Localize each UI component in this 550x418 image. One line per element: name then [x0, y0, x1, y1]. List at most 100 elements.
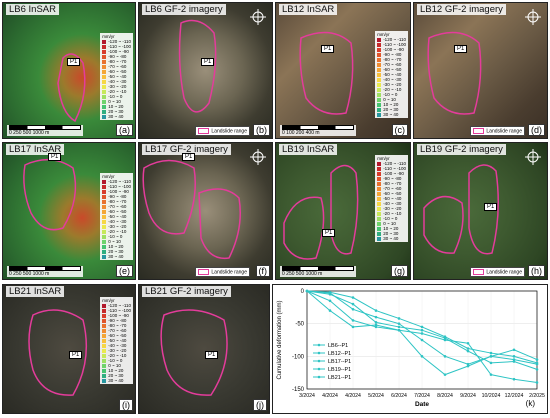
panel-title: LB12 GF-2 imagery: [417, 4, 506, 15]
legend-marker: [317, 375, 321, 379]
legend-swatch: [377, 72, 382, 77]
panel-f-lb17-gf2: LB17 GF-2 imagery P1 Landslide range (f): [138, 142, 273, 280]
legend-row: 20 ~ 30: [377, 107, 406, 112]
legend-text: -20 ~ -10: [108, 353, 127, 358]
legend-row: 30 ~ 40: [102, 254, 131, 259]
data-point: [443, 373, 447, 376]
legend-swatch: [377, 42, 382, 47]
legend-swatch: [102, 194, 107, 199]
legend-text: 10 ~ 20: [108, 104, 124, 109]
point-p1: P1: [205, 351, 219, 359]
y-tick-label: -50: [295, 322, 304, 328]
legend-swatch: [377, 82, 382, 87]
data-point: [443, 336, 447, 340]
legend-swatch: [377, 77, 382, 82]
legend-row: -70 ~ -60: [102, 204, 131, 209]
panel-k-deformation-chart: 0 -50 -100 -150 3/2024 4/2024 4/2024 5/2024 6/20…: [272, 284, 548, 414]
panel-title: LB19 InSAR: [279, 144, 338, 155]
landslide-outline: [160, 309, 228, 396]
legend-swatch: [102, 94, 107, 99]
legend-label: LB21--P1: [328, 375, 351, 381]
legend-swatch: [377, 92, 382, 97]
landslide-range-legend: Landslide range: [470, 266, 525, 277]
landslide-range-legend: Landslide range: [195, 125, 250, 136]
data-point: [374, 323, 378, 327]
legend-text: -100 ~ -90: [108, 313, 129, 318]
legend-text: -110 ~ -100: [383, 166, 406, 171]
y-tick-label: -100: [292, 354, 305, 360]
legend-row: -70 ~ -60: [377, 62, 406, 67]
legend-swatch: [102, 254, 107, 259]
legend-text: 10 ~ 20: [383, 102, 399, 107]
panel-label: (j): [253, 399, 267, 411]
legend-text: -60 ~ -50: [108, 333, 127, 338]
legend-swatch: [102, 49, 107, 54]
panel-title: LB12 InSAR: [279, 4, 338, 15]
legend-row: -30 ~ -20: [102, 348, 131, 353]
legend-swatch: [102, 184, 107, 189]
legend-text: -120 ~ -110: [108, 179, 131, 184]
panel-title: LB21 InSAR: [6, 286, 65, 297]
point-p1: P1: [322, 229, 336, 237]
legend-row: -60 ~ -50: [102, 333, 131, 338]
legend-text: -40 ~ -30: [108, 79, 127, 84]
legend-row: -20 ~ -10: [377, 87, 406, 92]
legend-row: -60 ~ -50: [102, 69, 131, 74]
legend-swatch: [102, 244, 107, 249]
legend-swatch: [377, 196, 382, 201]
legend-title: mm/yr: [102, 174, 115, 179]
legend-text: -60 ~ -50: [383, 67, 402, 72]
legend-label: LB6--P1: [328, 343, 348, 349]
data-point: [305, 289, 309, 293]
data-point: [466, 362, 470, 366]
legend-swatch: [102, 378, 107, 383]
panel-title: LB6 InSAR: [6, 4, 59, 15]
legend-row: -40 ~ -30: [102, 343, 131, 348]
legend-text: -10 ~ 0: [108, 94, 123, 99]
legend-swatch: [102, 318, 107, 323]
x-tick-label: 6/2024: [391, 393, 407, 399]
legend-text: 30 ~ 40: [108, 378, 124, 383]
legend-row: -120 ~ -110: [102, 179, 131, 184]
data-point: [512, 348, 516, 352]
data-point: [397, 322, 401, 325]
panel-e-lb17-insar: LB17 InSAR P1 mm/yr -120 ~ -110 -110 ~ -1…: [2, 142, 136, 280]
data-point: [489, 373, 493, 376]
legend-swatch: [377, 176, 382, 181]
panel-i-lb21-insar: LB21 InSAR P1 mm/yr -120 ~ -110 -110 ~ -1…: [2, 284, 136, 414]
legend-text: -20 ~ -10: [383, 87, 402, 92]
x-tick-label: 7/2024: [414, 393, 430, 399]
legend-swatch: [102, 89, 107, 94]
legend-row: -30 ~ -20: [102, 84, 131, 89]
scale-bar: 0 100 200 400 m: [280, 125, 356, 136]
legend-swatch: [102, 109, 107, 114]
legend-swatch: [102, 363, 107, 368]
legend-swatch: [377, 211, 382, 216]
legend-swatch: [102, 348, 107, 353]
landslide-outline: [427, 31, 482, 115]
legend-text: -100 ~ -90: [108, 189, 129, 194]
panel-label: (a): [116, 124, 133, 136]
legend-row: -50 ~ -40: [102, 74, 131, 79]
panel-b-lb6-gf2: LB6 GF-2 imagery P1 Landslide range (b): [138, 2, 273, 139]
legend-text: -70 ~ -60: [108, 328, 127, 333]
legend-text: -40 ~ -30: [108, 219, 127, 224]
legend-swatch: [102, 84, 107, 89]
point-p1: P1: [48, 153, 62, 161]
legend-row: -10 ~ 0: [377, 216, 406, 221]
legend-text: -80 ~ -70: [383, 181, 402, 186]
legend-row: -80 ~ -70: [102, 199, 131, 204]
data-point: [420, 328, 424, 332]
legend-text: 20 ~ 30: [108, 373, 124, 378]
data-point: [512, 377, 516, 381]
legend-row: -80 ~ -70: [377, 57, 406, 62]
data-point: [328, 309, 332, 312]
legend-swatch: [102, 64, 107, 69]
legend-text: -110 ~ -100: [108, 184, 131, 189]
legend-row: -100 ~ -90: [102, 189, 131, 194]
panel-label: (c): [391, 124, 408, 136]
point-p1: P1: [484, 203, 498, 211]
legend-row: -60 ~ -50: [377, 191, 406, 196]
legend-swatch: [102, 328, 107, 333]
legend-text: -20 ~ -10: [108, 89, 127, 94]
